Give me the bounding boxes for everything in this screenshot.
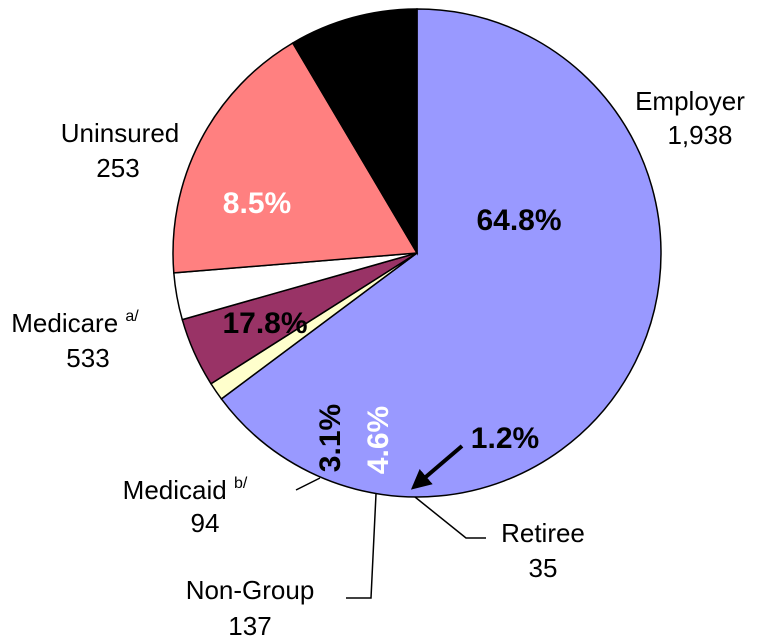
- count-label: 1,938: [667, 120, 732, 150]
- category-name: Retiree: [501, 518, 585, 548]
- count-label: 253: [96, 153, 139, 183]
- count-label: 533: [66, 343, 109, 373]
- value-label: 17.8%: [222, 307, 307, 340]
- footnote-mark: b/: [234, 475, 248, 492]
- category-name: Medicare: [11, 308, 118, 338]
- count-label: 35: [529, 553, 558, 583]
- category-label: Employer: [635, 86, 745, 116]
- slice: [291, 8, 418, 256]
- value-label: 4.6%: [362, 406, 395, 474]
- leader-line: [414, 496, 486, 539]
- footnote-mark: a/: [125, 308, 139, 325]
- pie: [172, 8, 662, 498]
- category-name: Medicaid: [123, 475, 227, 505]
- category-label: Non-Group: [186, 575, 315, 605]
- slice: [220, 8, 662, 498]
- category-name: Employer: [635, 86, 745, 116]
- value-label: 1.2%: [471, 422, 539, 455]
- leader-line: [346, 493, 377, 599]
- value-label: 64.8%: [476, 204, 561, 237]
- count-label: 94: [191, 508, 220, 538]
- category-label: Medicaid b/: [123, 475, 248, 505]
- value-label: 3.1%: [314, 404, 347, 472]
- category-label: Uninsured: [61, 118, 180, 148]
- category-name: Uninsured: [61, 118, 180, 148]
- category-label: Medicare a/: [11, 308, 139, 338]
- labels: 64.8% Employer 1,938 1.2% Retiree 35 4.6% Non-G…: [11, 86, 745, 641]
- value-label: 8.5%: [223, 187, 291, 220]
- category-name: Non-Group: [186, 575, 315, 605]
- arrow: [410, 444, 464, 490]
- category-label: Retiree: [501, 518, 585, 548]
- slice: [172, 41, 419, 274]
- leader-line: [295, 477, 321, 491]
- count-label: 137: [228, 611, 271, 641]
